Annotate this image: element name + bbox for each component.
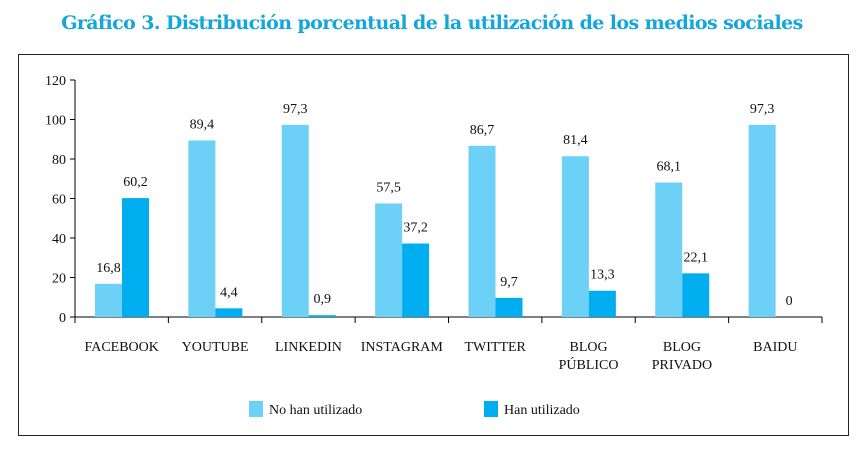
bar-han-utilizado — [402, 243, 430, 317]
bar-no-han-utilizado — [95, 283, 122, 317]
bar-han-utilizado — [122, 198, 149, 317]
data-label: 97,3 — [750, 102, 775, 117]
data-label: 13,3 — [590, 268, 615, 283]
bar-no-han-utilizado — [188, 140, 216, 317]
legend-swatch — [249, 401, 263, 417]
data-label: 57,5 — [376, 180, 401, 195]
y-tick-label: 0 — [59, 311, 66, 326]
bar-no-han-utilizado — [375, 203, 403, 317]
y-tick-label: 80 — [52, 153, 66, 168]
x-tick-label: FACEBOOK — [84, 340, 158, 355]
data-label: 86,7 — [470, 123, 495, 138]
data-label: 22,1 — [684, 250, 709, 265]
legend-label: No han utilizado — [269, 403, 362, 418]
y-tick-label: 40 — [52, 232, 66, 247]
legend-label: Han utilizado — [504, 403, 580, 418]
x-tick-label: BLOG — [570, 340, 608, 355]
y-tick-label: 100 — [45, 114, 66, 129]
legend-swatch — [484, 401, 498, 417]
data-label: 0,9 — [314, 292, 332, 307]
data-label: 89,4 — [190, 117, 215, 132]
x-tick-label: BAIDU — [753, 340, 797, 355]
bar-no-han-utilizado — [655, 182, 683, 317]
bar-no-han-utilizado — [748, 124, 776, 318]
x-tick-label: TWITTER — [464, 340, 526, 355]
x-tick-label: LINKEDIN — [275, 340, 342, 355]
data-label: 4,4 — [220, 285, 238, 300]
y-tick-label: 60 — [52, 193, 66, 208]
y-tick-label: 120 — [45, 74, 66, 89]
x-tick-label: BLOG — [663, 340, 701, 355]
data-label: 9,7 — [500, 275, 518, 290]
bar-no-han-utilizado — [281, 124, 309, 318]
data-label: 37,2 — [403, 221, 428, 236]
data-label: 60,2 — [123, 175, 148, 190]
bar-han-utilizado — [215, 308, 243, 317]
x-tick-label: PÚBLICO — [559, 356, 619, 373]
chart-frame — [18, 54, 849, 436]
data-label: 68,1 — [657, 160, 682, 175]
data-label: 0 — [786, 294, 793, 309]
x-tick-label: INSTAGRAM — [361, 340, 444, 355]
data-label: 81,4 — [563, 133, 588, 148]
bar-han-utilizado — [495, 297, 523, 317]
bar-han-utilizado — [588, 290, 616, 317]
y-tick-label: 20 — [52, 272, 66, 287]
data-label: 97,3 — [283, 102, 308, 117]
data-label: 16,8 — [96, 261, 121, 276]
bar-han-utilizado — [308, 315, 336, 317]
bar-no-han-utilizado — [561, 156, 589, 317]
bar-han-utilizado — [682, 273, 710, 317]
x-tick-label: PRIVADO — [652, 358, 712, 373]
chart-title: Gráfico 3. Distribución porcentual de la… — [61, 12, 803, 34]
x-tick-label: YOUTUBE — [182, 340, 249, 355]
bar-no-han-utilizado — [468, 145, 496, 317]
